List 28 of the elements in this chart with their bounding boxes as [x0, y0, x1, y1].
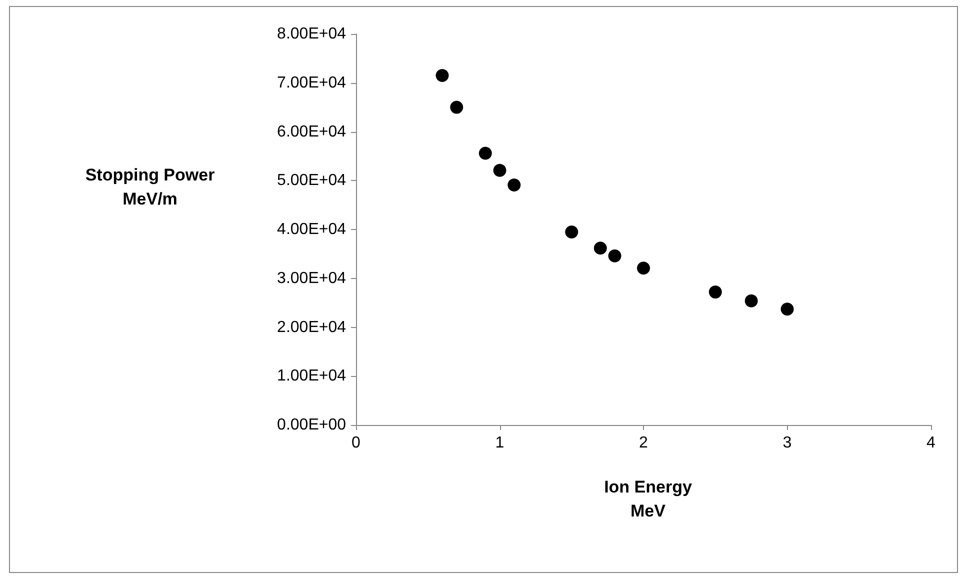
point [594, 242, 607, 255]
x-tick-label: 0 [352, 434, 361, 452]
y-tick-label: 5.00E+04 [277, 172, 346, 190]
y-tick-label: 7.00E+04 [277, 74, 346, 92]
y-tick-label: 6.00E+04 [277, 123, 346, 140]
point [608, 249, 622, 262]
y-tick-label: 8.00E+04 [277, 26, 346, 42]
x-axis-title: Ion Energy MeV [604, 478, 692, 520]
point [493, 164, 506, 177]
point [780, 302, 794, 316]
y-tick-label: 4.00E+04 [277, 221, 346, 238]
x-tick-label: 1 [495, 434, 504, 452]
point [708, 286, 722, 299]
point [744, 294, 758, 308]
point [450, 100, 464, 114]
x-tick-label: 3 [782, 434, 792, 452]
point [508, 178, 521, 192]
point [637, 262, 650, 275]
y-tick-label: 3.00E+04 [277, 270, 346, 287]
x-tick-label: 4 [926, 434, 936, 452]
point [565, 225, 578, 238]
point [436, 69, 449, 82]
y-axis-title: Stopping Power MeV/m [85, 166, 216, 208]
y-tick-label: 2.00E+04 [277, 318, 346, 336]
point [478, 146, 492, 160]
y-tick-label: 0.00E+00 [277, 416, 346, 434]
y-tick-label: 1.00E+04 [277, 368, 346, 385]
x-tick-label: 2 [639, 434, 648, 452]
